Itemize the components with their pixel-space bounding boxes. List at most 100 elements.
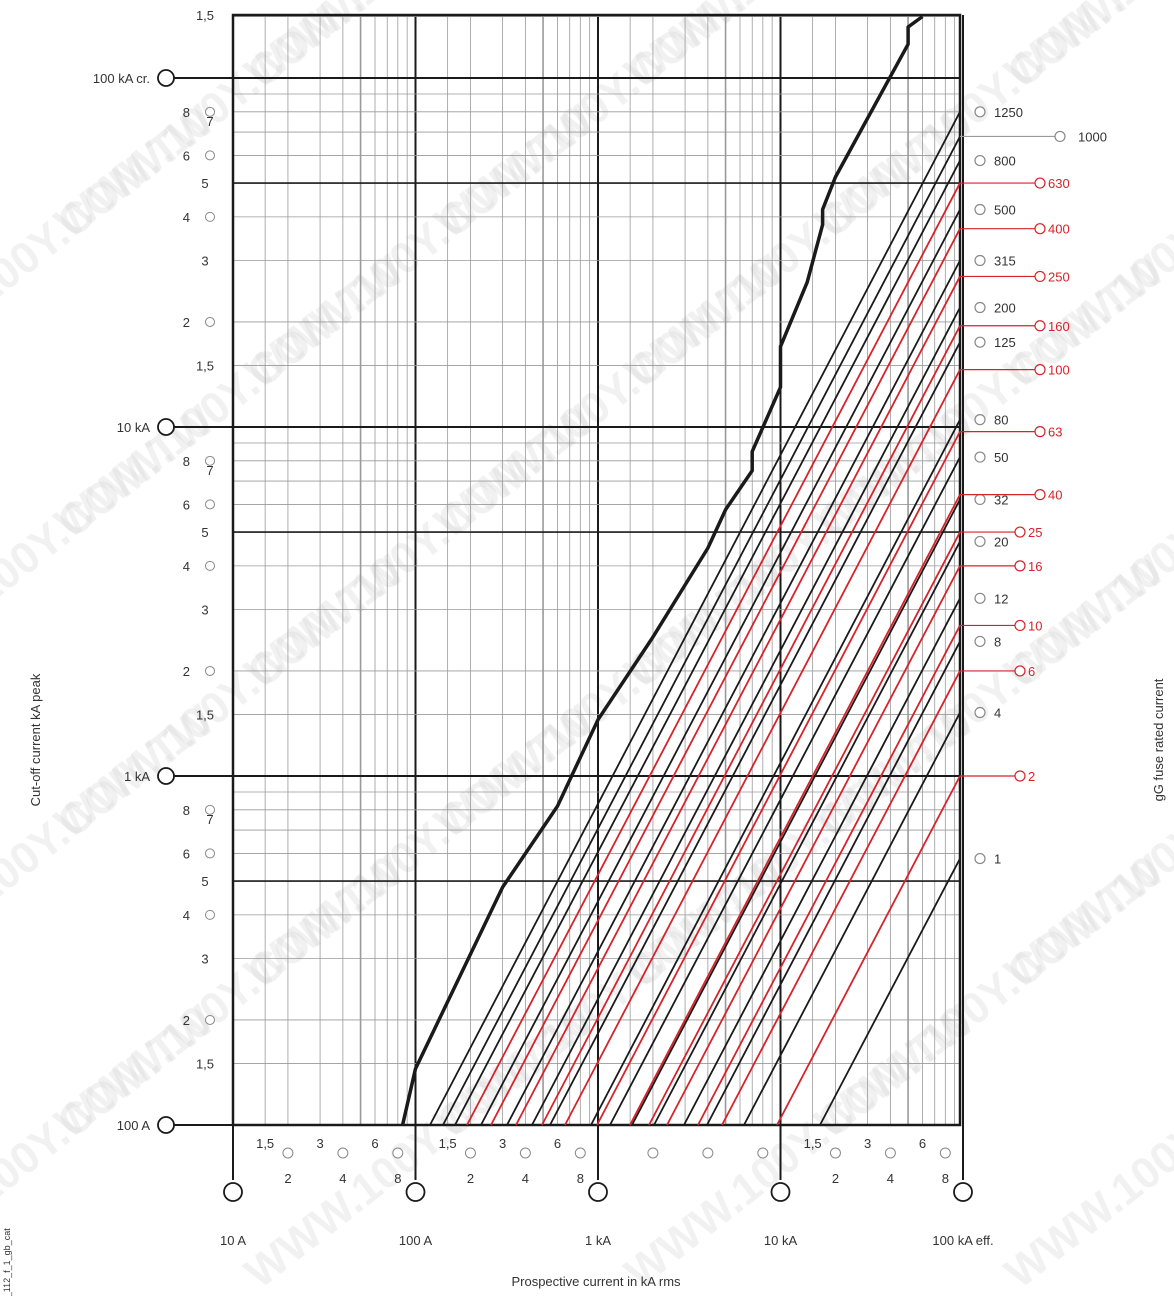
fuse-label: 16 [1028, 559, 1042, 574]
fuse-marker [974, 106, 986, 118]
fuse-line-6 [721, 670, 961, 1126]
y2-axis-title: gG fuse rated current [1151, 678, 1166, 801]
x-minor-marker [702, 1147, 714, 1159]
y-minor-marker [205, 455, 215, 466]
fuse-label: 32 [994, 492, 1008, 507]
y-major-label: 10 kA [117, 420, 151, 435]
fuse-marker [974, 254, 986, 267]
y-major-marker [157, 1116, 175, 1134]
fuse-label: 1000 [1078, 129, 1107, 144]
fuse-line-80 [590, 419, 961, 1126]
y-minor-label: 6 [183, 148, 190, 163]
x-minor-marker [829, 1147, 841, 1159]
fuse-line-630 [466, 182, 961, 1126]
y-minor-label: 3 [201, 602, 208, 617]
y-minor-label: 2 [183, 664, 190, 679]
fuse-marker [974, 535, 986, 548]
fuse-label: 8 [994, 634, 1001, 649]
fuse-line-200 [531, 307, 961, 1126]
y-minor-label: 8 [183, 803, 190, 818]
fuse-label: 6 [1028, 664, 1035, 679]
y-minor-label: 5 [201, 176, 208, 191]
fuse-label: 63 [1048, 425, 1062, 440]
y-major-marker [157, 767, 175, 785]
y-minor-label: 7 [206, 463, 213, 478]
fuse-marker [974, 592, 986, 604]
x-minor-label: 8 [942, 1171, 949, 1186]
fuse-label: 315 [994, 253, 1016, 268]
x-minor-label: 8 [577, 1171, 584, 1186]
y-minor-marker [205, 1014, 215, 1025]
fuse-line-63 [596, 431, 961, 1126]
y-minor-label: 2 [183, 1013, 190, 1028]
fuse-marker [1034, 223, 1046, 235]
fuse-marker [1034, 364, 1046, 376]
fuse-line-800 [454, 160, 961, 1126]
fuse-marker [974, 635, 986, 648]
y-minor-marker [205, 150, 215, 161]
fuse-marker [1034, 320, 1046, 332]
x-axis-title: Prospective current in kA rms [511, 1274, 681, 1289]
x-minor-label: 6 [371, 1136, 378, 1151]
fuse-marker [1014, 526, 1026, 538]
x-minor-label: 2 [284, 1171, 291, 1186]
watermark-text: WWW.100Y.COM.TW [996, 996, 1174, 1296]
fuse-line-2 [776, 775, 961, 1126]
y-minor-label: 7 [206, 812, 213, 827]
fuse-line-400 [490, 228, 961, 1126]
fuse-marker [1034, 426, 1046, 438]
fuse-label: 200 [994, 300, 1016, 315]
fuse-marker [1014, 770, 1026, 782]
fuse-marker [974, 336, 986, 348]
fuse-marker [1014, 560, 1026, 572]
fuse-line-50 [609, 456, 961, 1126]
x-minor-marker [939, 1147, 951, 1159]
x-minor-marker [574, 1147, 586, 1159]
watermark-text: WWW.100Y.COM.TW [0, 96, 224, 398]
x-minor-marker [392, 1147, 404, 1159]
y-major-marker [157, 69, 175, 87]
y-minor-label: 4 [183, 908, 190, 923]
fuse-line-1000 [442, 136, 961, 1126]
fuse-label: 50 [994, 450, 1008, 465]
fuse-line-250 [515, 276, 961, 1126]
y-minor-marker [205, 665, 215, 676]
fuse-label: 400 [1048, 222, 1070, 237]
fuse-marker [974, 451, 986, 463]
fuse-marker [974, 493, 986, 506]
x-major-marker [223, 1182, 243, 1202]
x-minor-label: 6 [919, 1136, 926, 1151]
fuse-marker [974, 414, 986, 426]
fuse-marker [974, 706, 986, 719]
fuse-line-25 [648, 531, 961, 1126]
fuse-marker [1054, 130, 1066, 143]
x-minor-label: 3 [864, 1136, 871, 1151]
x-minor-label: 8 [394, 1171, 401, 1186]
fuse-marker [1014, 619, 1026, 632]
x-minor-label: 1,5 [804, 1136, 822, 1151]
fuse-line-20 [653, 541, 961, 1126]
fuse-marker [974, 301, 986, 314]
fuse-line-160 [541, 325, 961, 1126]
plot-frame [231, 13, 962, 1127]
envelope-curve [400, 15, 924, 1126]
y-axis-title: Cut-off current kA peak [28, 673, 43, 806]
fuse-marker [974, 154, 986, 167]
fuse-label: 160 [1048, 319, 1070, 334]
y-major-label: 100 kA cr. [93, 71, 150, 86]
x-major-label: 1 kA [585, 1233, 611, 1248]
fuse-line-1 [819, 858, 961, 1126]
fuse-label: 1250 [994, 105, 1023, 120]
x-minor-label: 6 [554, 1136, 561, 1151]
x-major-label: 100 kA eff. [932, 1233, 993, 1248]
x-major-label: 10 A [220, 1233, 246, 1248]
x-minor-marker [337, 1147, 349, 1159]
fuse-line-4 [743, 712, 961, 1126]
fuse-label: 80 [994, 413, 1008, 428]
y-minor-label: 7 [206, 114, 213, 129]
y-minor-marker [205, 316, 215, 327]
x-minor-label: 4 [887, 1171, 894, 1186]
y-minor-marker [205, 848, 215, 859]
